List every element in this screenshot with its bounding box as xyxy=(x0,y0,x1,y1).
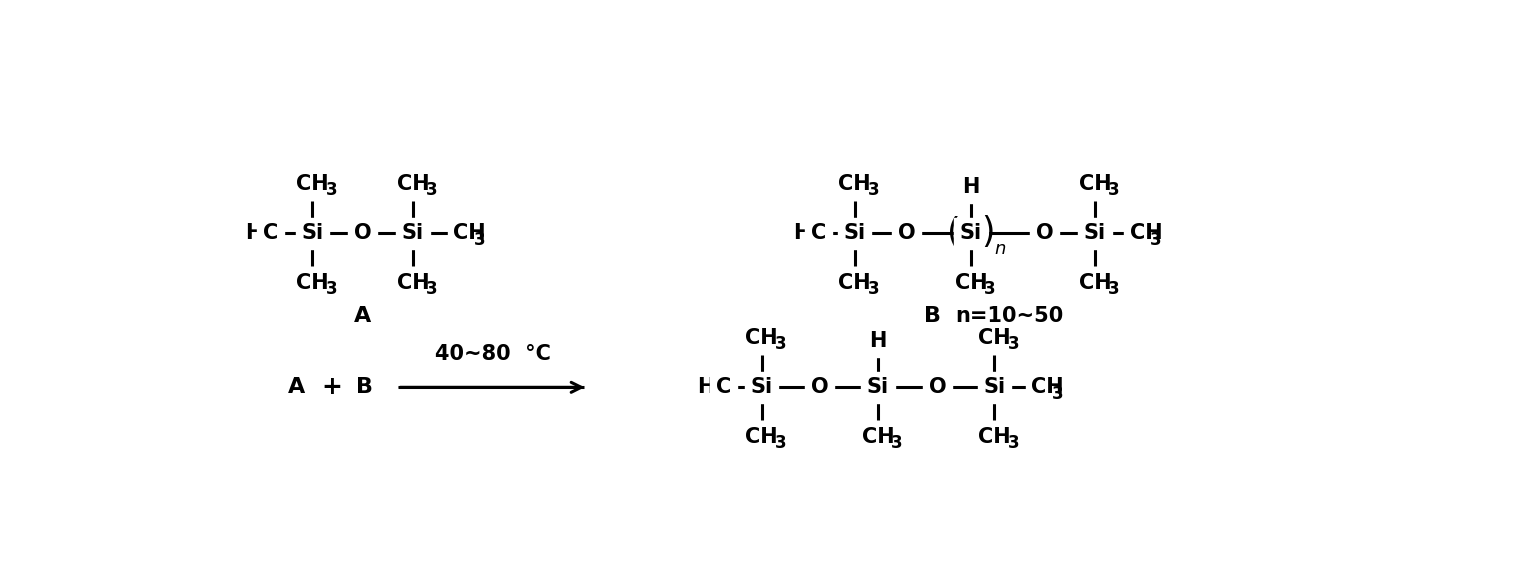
Text: O: O xyxy=(928,377,947,397)
Text: H: H xyxy=(698,377,715,397)
Text: 40~80  °C: 40~80 °C xyxy=(435,344,550,364)
Text: B: B xyxy=(924,305,941,326)
Text: Si: Si xyxy=(844,223,865,244)
Text: CH: CH xyxy=(745,328,778,348)
Text: CH: CH xyxy=(453,223,486,244)
Text: CH: CH xyxy=(978,328,1010,348)
Text: CH: CH xyxy=(954,273,987,293)
Text: CH: CH xyxy=(745,426,778,447)
Text: 3: 3 xyxy=(1150,231,1162,249)
Text: 3: 3 xyxy=(1007,335,1019,353)
Text: 3: 3 xyxy=(1108,280,1120,298)
Text: C: C xyxy=(812,223,827,244)
Text: 3: 3 xyxy=(1108,181,1120,199)
Text: 3: 3 xyxy=(1007,434,1019,452)
Text: 3: 3 xyxy=(709,385,721,403)
Text: Si: Si xyxy=(403,223,424,244)
Text: H: H xyxy=(244,223,263,244)
Text: H: H xyxy=(707,377,724,397)
Text: CH: CH xyxy=(1031,377,1064,397)
Text: Si: Si xyxy=(961,223,982,244)
Text: Si: Si xyxy=(301,223,323,244)
Text: A: A xyxy=(354,305,372,326)
Text: 3: 3 xyxy=(868,280,879,298)
Text: 3: 3 xyxy=(984,280,996,298)
Text: 3: 3 xyxy=(473,231,486,249)
Text: 3: 3 xyxy=(891,434,902,452)
Text: 3: 3 xyxy=(775,335,787,353)
Text: 3: 3 xyxy=(426,280,438,298)
Text: Si: Si xyxy=(750,377,773,397)
Text: C: C xyxy=(263,223,278,244)
Text: n: n xyxy=(994,239,1007,258)
Text: CH: CH xyxy=(297,273,329,293)
Text: CH: CH xyxy=(978,426,1010,447)
Text: CH: CH xyxy=(397,174,429,194)
Text: H: H xyxy=(255,223,272,244)
Text: H: H xyxy=(962,177,979,197)
Text: 3: 3 xyxy=(326,181,337,199)
Text: 3: 3 xyxy=(868,181,879,199)
Text: H: H xyxy=(802,223,819,244)
Text: CH: CH xyxy=(1079,273,1111,293)
Text: Si: Si xyxy=(1084,223,1107,244)
Text: Si: Si xyxy=(867,377,888,397)
Text: O: O xyxy=(812,377,828,397)
Text: n=10~50: n=10~50 xyxy=(956,305,1064,326)
Text: CH: CH xyxy=(1130,223,1162,244)
Text: CH: CH xyxy=(297,174,329,194)
Text: C: C xyxy=(716,377,732,397)
Text: CH: CH xyxy=(839,174,871,194)
Text: Si: Si xyxy=(984,377,1005,397)
Text: 3: 3 xyxy=(804,231,816,249)
Text: 3: 3 xyxy=(775,434,787,452)
Text: CH: CH xyxy=(862,426,895,447)
Text: 3: 3 xyxy=(326,280,337,298)
Text: O: O xyxy=(354,223,372,244)
Text: B: B xyxy=(355,377,372,397)
Text: H: H xyxy=(870,331,887,351)
Text: CH: CH xyxy=(1079,174,1111,194)
Text: H: H xyxy=(793,223,810,244)
Text: 3: 3 xyxy=(426,181,438,199)
Text: +: + xyxy=(321,376,343,399)
Text: O: O xyxy=(1036,223,1053,244)
Text: 3: 3 xyxy=(257,231,267,249)
Text: ): ) xyxy=(981,215,994,249)
Text: O: O xyxy=(898,223,916,244)
Text: A: A xyxy=(287,377,306,397)
Text: 3: 3 xyxy=(1051,385,1064,403)
Text: (: ( xyxy=(947,216,961,251)
Text: CH: CH xyxy=(839,273,871,293)
Text: CH: CH xyxy=(397,273,429,293)
